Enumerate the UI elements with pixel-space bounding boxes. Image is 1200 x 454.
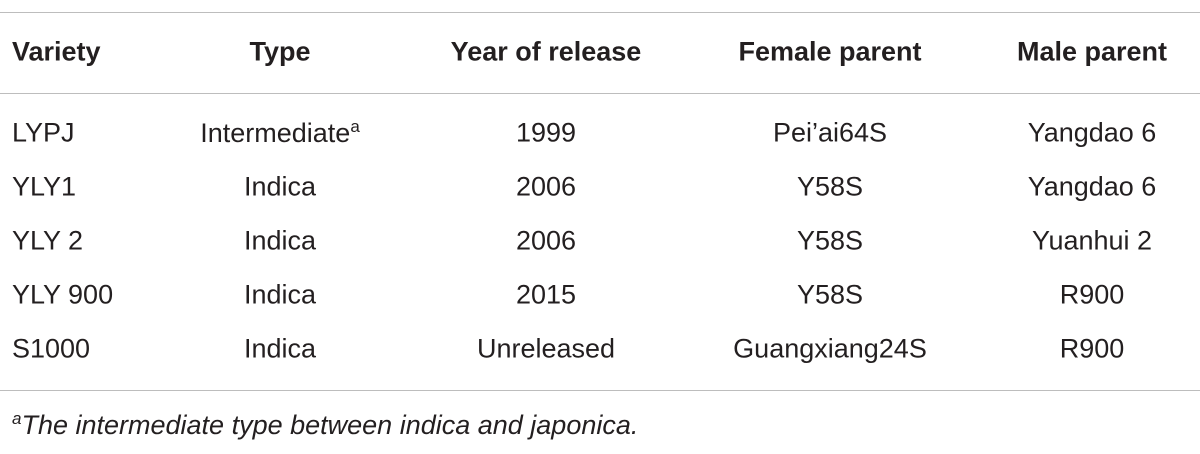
table-cell: LYPJ (12, 117, 75, 148)
table-cell: YLY 900 (12, 279, 114, 310)
footnote-mark: a (12, 409, 22, 428)
footnote: aThe intermediate type between indica an… (12, 409, 638, 441)
table-cell: Indica (243, 279, 317, 310)
header-cell: Male parent (1016, 36, 1168, 67)
table-cell: 1999 (515, 117, 577, 148)
table-cell: Intermediatea (200, 117, 360, 149)
cell-text: Intermediate (200, 118, 351, 148)
table-cell: Guangxiang24S (733, 333, 927, 364)
table-cell: Indica (243, 225, 317, 256)
table-cell: Pei’ai64S (772, 117, 888, 148)
table-cell: Yuanhui 2 (1031, 225, 1153, 256)
table-cell: R900 (1059, 333, 1125, 364)
header-cell: Type (249, 36, 311, 67)
table-cell: Yangdao 6 (1027, 171, 1157, 202)
header-rule (0, 93, 1200, 94)
table-cell: Yangdao 6 (1027, 117, 1157, 148)
table-cell: S1000 (12, 333, 91, 364)
bottom-rule (0, 390, 1200, 391)
table-cell: YLY 2 (12, 225, 84, 256)
table-cell: 2006 (515, 225, 577, 256)
header-cell: Female parent (738, 36, 922, 67)
top-rule (0, 12, 1200, 13)
table-cell: Y58S (796, 279, 864, 310)
cell-footnote-mark: a (350, 117, 360, 136)
table-cell: Indica (243, 171, 317, 202)
header-cell: Year of release (450, 36, 642, 67)
table-cell: 2015 (515, 279, 577, 310)
table-cell: Unreleased (476, 333, 616, 364)
table-cell: YLY1 (12, 171, 77, 202)
table-cell: Y58S (796, 171, 864, 202)
footnote-text: The intermediate type between indica and… (21, 410, 639, 440)
table-cell: 2006 (515, 171, 577, 202)
table-cell: Indica (243, 333, 317, 364)
table-cell: R900 (1059, 279, 1125, 310)
header-cell: Variety (12, 36, 101, 67)
table-cell: Y58S (796, 225, 864, 256)
